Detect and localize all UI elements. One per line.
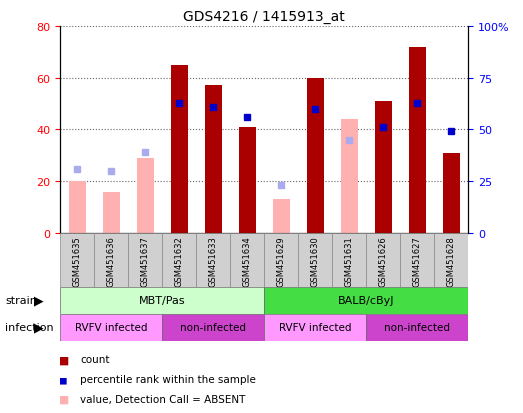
- Bar: [400, 233, 434, 287]
- Bar: [60, 287, 264, 314]
- Bar: [204, 86, 222, 233]
- Bar: [442, 153, 460, 233]
- Text: GSM451633: GSM451633: [209, 236, 218, 287]
- Text: GSM451634: GSM451634: [243, 236, 252, 287]
- Bar: [366, 233, 400, 287]
- Text: ▶: ▶: [35, 294, 44, 307]
- Text: GSM451632: GSM451632: [175, 236, 184, 287]
- Bar: [162, 233, 196, 287]
- Text: non-infected: non-infected: [180, 322, 246, 332]
- Title: GDS4216 / 1415913_at: GDS4216 / 1415913_at: [183, 10, 345, 24]
- Text: strain: strain: [5, 295, 37, 306]
- Text: ■: ■: [60, 352, 69, 366]
- Bar: [94, 233, 128, 287]
- Bar: [230, 233, 264, 287]
- Text: MBT/Pas: MBT/Pas: [139, 295, 186, 306]
- Bar: [366, 314, 468, 341]
- Bar: [332, 233, 366, 287]
- Bar: [103, 192, 120, 233]
- Text: ■: ■: [60, 412, 69, 413]
- Bar: [238, 128, 256, 233]
- Bar: [408, 47, 426, 233]
- Bar: [306, 78, 324, 233]
- Bar: [374, 102, 392, 233]
- Text: RVFV infected: RVFV infected: [75, 322, 147, 332]
- Text: GSM451635: GSM451635: [73, 236, 82, 287]
- Bar: [60, 233, 94, 287]
- Bar: [298, 233, 332, 287]
- Text: percentile rank within the sample: percentile rank within the sample: [80, 374, 256, 384]
- Text: RVFV infected: RVFV infected: [279, 322, 351, 332]
- Bar: [170, 66, 188, 233]
- Bar: [137, 159, 154, 233]
- Bar: [162, 314, 264, 341]
- Text: GSM451629: GSM451629: [277, 236, 286, 287]
- Text: BALB/cByJ: BALB/cByJ: [338, 295, 394, 306]
- Text: GSM451636: GSM451636: [107, 236, 116, 287]
- Text: GSM451630: GSM451630: [311, 236, 320, 287]
- Bar: [264, 233, 298, 287]
- Text: ■: ■: [60, 392, 69, 406]
- Text: ▶: ▶: [35, 321, 44, 334]
- Text: value, Detection Call = ABSENT: value, Detection Call = ABSENT: [80, 394, 245, 404]
- Text: count: count: [80, 354, 109, 364]
- Text: GSM451631: GSM451631: [345, 236, 354, 287]
- Text: infection: infection: [5, 322, 54, 332]
- Bar: [264, 314, 366, 341]
- Bar: [128, 233, 162, 287]
- Text: GSM451627: GSM451627: [413, 236, 422, 287]
- Text: ■: ■: [60, 374, 67, 384]
- Bar: [340, 120, 358, 233]
- Text: GSM451637: GSM451637: [141, 236, 150, 287]
- Bar: [264, 287, 468, 314]
- Bar: [272, 200, 290, 233]
- Bar: [434, 233, 468, 287]
- Bar: [60, 314, 162, 341]
- Text: non-infected: non-infected: [384, 322, 450, 332]
- Bar: [69, 182, 86, 233]
- Bar: [196, 233, 230, 287]
- Text: GSM451628: GSM451628: [447, 236, 456, 287]
- Text: GSM451626: GSM451626: [379, 236, 388, 287]
